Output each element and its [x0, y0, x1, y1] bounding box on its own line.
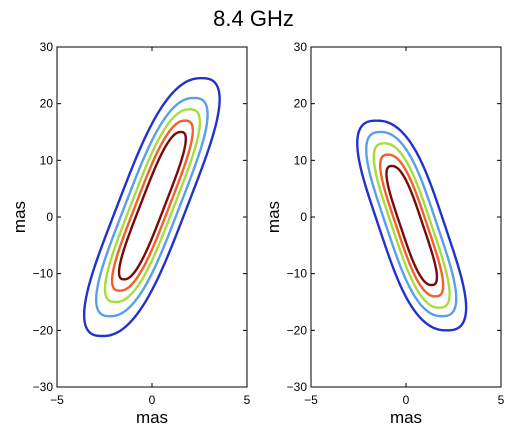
right-ytick-label: 30 — [294, 40, 308, 54]
right-x-axis-label: mas — [390, 408, 422, 427]
right-xtick-label: 0 — [403, 393, 410, 407]
right-panel: −5 0 5 −30 −20 −10 0 10 20 30 mas mas — [264, 40, 505, 427]
left-ytick-label: 0 — [46, 210, 53, 224]
left-contour-5 — [117, 130, 188, 281]
right-xtick-label: 5 — [498, 393, 505, 407]
left-contour-4 — [110, 119, 194, 292]
left-ytick-label: 30 — [40, 40, 54, 54]
left-ytick-label: −10 — [33, 267, 54, 281]
right-contour-4 — [379, 153, 445, 298]
right-ytick-label: 0 — [300, 210, 307, 224]
left-ytick-label: −20 — [33, 323, 54, 337]
right-contour-1 — [356, 119, 468, 332]
right-y-axis-label: mas — [264, 201, 283, 233]
left-y-axis-label: mas — [10, 201, 29, 233]
right-ytick-label: 10 — [294, 153, 308, 167]
left-xtick-label: 5 — [244, 393, 251, 407]
right-axes-frame — [310, 46, 502, 388]
left-panel: −5 0 5 −30 −20 −10 0 10 20 30 mas mas — [10, 40, 251, 427]
left-contour-2 — [94, 96, 209, 318]
right-xtick-label: −5 — [304, 393, 318, 407]
left-ytick-label: 10 — [40, 153, 54, 167]
right-ytick-label: −20 — [287, 323, 308, 337]
right-contour-2 — [365, 130, 458, 318]
right-ytick-label: −30 — [287, 380, 308, 394]
right-ytick-label: −10 — [287, 267, 308, 281]
left-ytick-label: 20 — [40, 97, 54, 111]
left-contour-1 — [82, 76, 221, 338]
right-contour-5 — [385, 164, 439, 287]
left-ytick-label: −30 — [33, 380, 54, 394]
figure-title: 8.4 GHz — [213, 6, 294, 31]
left-xtick-label: 0 — [149, 393, 156, 407]
left-contour-3 — [103, 108, 202, 304]
left-x-axis-label: mas — [136, 408, 168, 427]
right-contour-3 — [372, 142, 451, 309]
left-xtick-label: −5 — [50, 393, 64, 407]
right-ytick-label: 20 — [294, 97, 308, 111]
